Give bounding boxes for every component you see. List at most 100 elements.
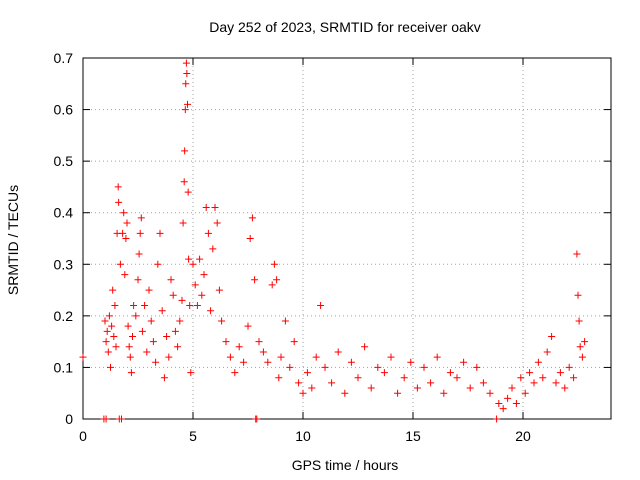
data-point — [231, 369, 239, 377]
data-point — [105, 312, 113, 320]
x-tick-label: 10 — [295, 428, 311, 444]
data-point — [167, 276, 175, 284]
data-point — [570, 374, 578, 382]
data-point — [103, 327, 111, 335]
data-point — [321, 363, 329, 371]
data-point — [575, 317, 583, 325]
data-point — [574, 291, 582, 299]
data-point — [508, 384, 516, 392]
data-point — [530, 379, 538, 387]
data-point — [427, 379, 435, 387]
data-point — [143, 348, 151, 356]
data-point — [334, 348, 342, 356]
data-point — [446, 369, 454, 377]
data-point — [420, 363, 428, 371]
data-point — [137, 214, 145, 222]
y-tick-label: 0.1 — [54, 359, 74, 375]
data-point — [115, 198, 123, 206]
data-point — [136, 229, 144, 237]
data-point — [176, 317, 184, 325]
data-point — [123, 219, 131, 227]
data-point — [407, 358, 415, 366]
data-point — [122, 235, 130, 242]
data-point — [165, 353, 173, 361]
data-point — [186, 302, 194, 310]
plot-area-border — [82, 57, 612, 420]
data-point — [107, 363, 114, 371]
data-point — [118, 415, 125, 423]
data-point — [154, 260, 162, 268]
data-point — [149, 338, 157, 346]
data-point — [145, 286, 153, 294]
x-axis-label: GPS time / hours — [292, 457, 399, 473]
data-point — [317, 302, 325, 310]
data-point — [204, 229, 212, 237]
data-point — [573, 250, 581, 258]
y-axis-label: SRMTID / TECUs — [5, 185, 21, 295]
data-point — [181, 147, 189, 155]
data-point — [174, 343, 182, 351]
data-point — [109, 286, 117, 294]
data-point — [581, 338, 589, 346]
data-point — [460, 358, 468, 366]
data-point — [290, 338, 298, 346]
data-point — [196, 255, 204, 263]
x-tick-label: 5 — [189, 428, 197, 444]
grid-lines — [83, 58, 611, 419]
data-point — [130, 302, 138, 310]
data-point — [102, 338, 110, 346]
data-point — [120, 209, 128, 217]
data-point — [135, 250, 143, 258]
data-point — [183, 69, 191, 77]
data-point — [200, 271, 208, 279]
data-point — [504, 394, 512, 402]
data-point — [413, 384, 421, 392]
data-point — [299, 389, 307, 397]
data-point — [163, 332, 171, 340]
data-point — [182, 80, 190, 88]
y-tick-label: 0.3 — [54, 256, 74, 272]
data-point — [479, 379, 487, 387]
data-point — [354, 374, 362, 382]
data-point — [226, 353, 234, 361]
data-point — [473, 363, 481, 371]
data-point — [556, 369, 564, 377]
data-point — [102, 415, 110, 423]
data-point — [125, 343, 133, 351]
data-point — [101, 317, 109, 325]
data-point — [108, 322, 116, 330]
data-point — [134, 276, 142, 284]
y-tick-label: 0.2 — [54, 308, 74, 324]
data-point — [152, 358, 160, 366]
data-point — [268, 281, 276, 289]
data-point — [387, 353, 395, 361]
data-point — [453, 374, 461, 382]
data-point — [116, 260, 124, 268]
data-point — [433, 353, 441, 361]
data-point — [129, 332, 136, 340]
data-point — [198, 291, 206, 299]
data-point — [495, 400, 503, 408]
data-point — [79, 353, 87, 361]
y-tick-labels: 0 0.1 0.2 0.3 0.4 0.5 0.6 0.7 — [54, 50, 74, 427]
data-point — [215, 286, 223, 294]
data-point — [275, 374, 283, 382]
y-tick-label: 0.5 — [54, 153, 74, 169]
data-point — [132, 312, 140, 320]
data-point — [273, 276, 281, 284]
data-point — [270, 260, 278, 268]
data-point — [255, 338, 263, 346]
data-point — [295, 379, 303, 387]
data-point — [160, 374, 168, 382]
data-point — [493, 415, 501, 423]
data-point — [248, 214, 256, 222]
data-point — [543, 348, 551, 356]
data-point — [576, 343, 584, 351]
data-point — [565, 363, 573, 371]
data-point — [534, 358, 542, 366]
data-point — [187, 369, 195, 377]
data-point — [119, 229, 127, 237]
data-point — [222, 338, 230, 346]
data-point — [213, 219, 221, 227]
data-point — [367, 384, 375, 392]
